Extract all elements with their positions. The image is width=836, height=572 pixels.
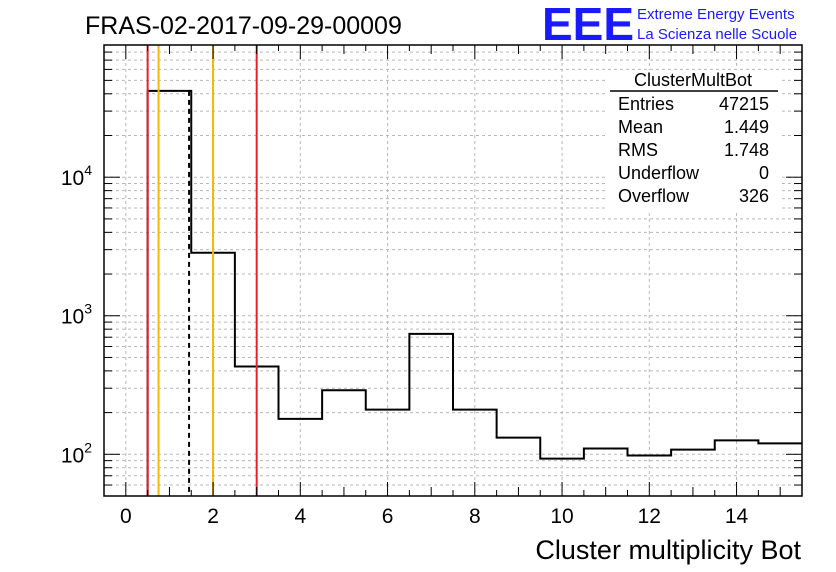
logo-line-2: La Scienza nelle Scuole [637,26,797,43]
stats-row-label: Entries [618,94,674,114]
y-tick-label: 104 [61,162,92,190]
y-tick-base: 10 [61,444,84,467]
stats-box: ClusterMultBot Entries 47215 Mean 1.449 RMS 1… [606,70,780,210]
x-tick-label: 8 [469,505,481,528]
y-tick-exponent: 4 [84,162,92,178]
x-tick-label: 14 [725,505,749,528]
x-tick-label: 0 [120,505,132,528]
y-tick-base: 10 [61,306,84,329]
y-tick-base: 10 [61,167,84,190]
stats-row-label: RMS [618,140,658,160]
stats-row-value: 1.449 [724,117,769,137]
stats-row-label: Overflow [618,186,690,206]
y-tick-exponent: 3 [84,301,92,317]
stats-row-label: Underflow [618,163,700,183]
histogram-bin [322,390,366,496]
x-axis-label: Cluster multiplicity Bot [535,535,801,565]
histogram-bin [409,334,453,496]
histogram-outline [146,89,802,496]
stats-row-value: 1.748 [724,140,769,160]
chart-title: FRAS-02-2017-09-29-00009 [85,12,402,40]
eee-logo: EEE Extreme Energy Events La Scienza nel… [542,0,797,50]
histogram-bin [148,91,192,496]
logo-line-1: Extreme Energy Events [637,6,795,23]
x-tick-label: 2 [207,505,219,528]
x-tick-label: 6 [382,505,394,528]
stats-row-label: Mean [618,117,663,137]
y-tick-label: 102 [61,439,92,467]
x-tick-label: 12 [638,505,661,528]
stats-row-value: 47215 [719,94,769,114]
y-tick-label: 103 [61,301,92,329]
stats-row-value: 326 [739,186,769,206]
logo-mark: EEE [542,0,634,50]
stats-row-value: 0 [759,163,769,183]
stats-box-background [606,70,780,210]
stats-title: ClusterMultBot [634,70,752,90]
y-tick-exponent: 2 [84,439,92,455]
stats-rows: Entries 47215 Mean 1.449 RMS 1.748 Underflow 0 O… [618,94,769,206]
histogram-bars [146,89,802,496]
x-axis-ticks: 0 2 4 6 8 10 12 14 [103,45,803,528]
marker-lines [146,45,258,496]
x-tick-label: 4 [294,505,306,528]
x-tick-label: 10 [550,505,573,528]
